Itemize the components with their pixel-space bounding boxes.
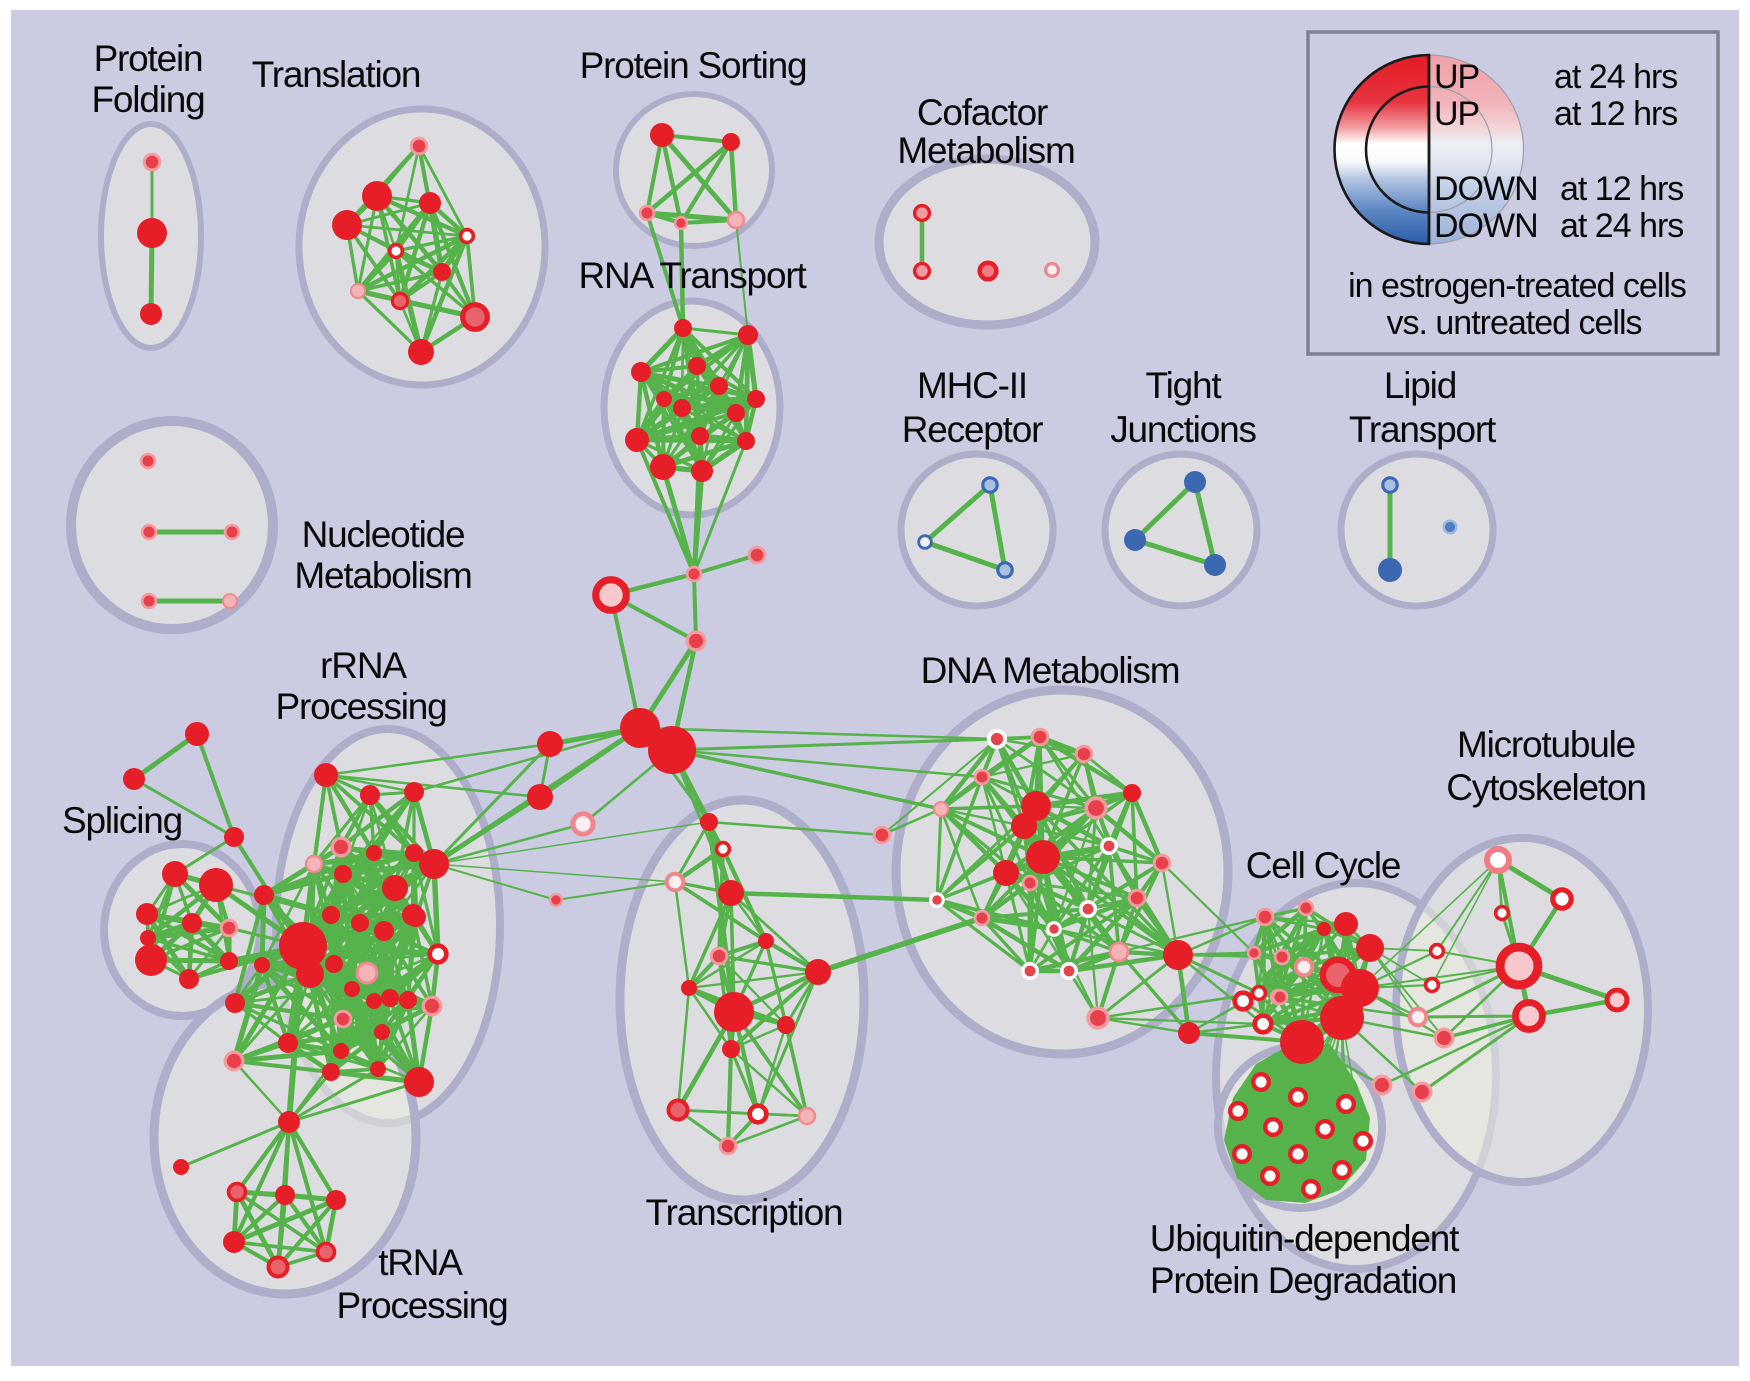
svg-text:UP: UP (1434, 95, 1479, 133)
svg-text:Transcription: Transcription (646, 1192, 843, 1233)
svg-text:Folding: Folding (92, 79, 205, 120)
svg-text:Ubiquitin-dependent: Ubiquitin-dependent (1150, 1218, 1460, 1259)
svg-text:at 12 hrs: at 12 hrs (1554, 95, 1677, 133)
svg-text:UP: UP (1434, 58, 1479, 96)
svg-text:MHC-II: MHC-II (917, 365, 1027, 406)
svg-text:Metabolism: Metabolism (294, 555, 471, 596)
svg-text:Splicing: Splicing (62, 800, 182, 841)
svg-text:Nucleotide: Nucleotide (302, 514, 465, 555)
svg-text:Processing: Processing (336, 1285, 507, 1326)
svg-text:DNA Metabolism: DNA Metabolism (921, 650, 1180, 691)
svg-text:Microtubule: Microtubule (1457, 724, 1635, 765)
svg-text:Protein Sorting: Protein Sorting (580, 45, 807, 86)
svg-text:at 24 hrs: at 24 hrs (1560, 207, 1683, 245)
svg-text:Receptor: Receptor (902, 409, 1043, 450)
svg-text:Protein: Protein (94, 38, 203, 79)
svg-text:Processing: Processing (275, 686, 446, 727)
svg-text:tRNA: tRNA (378, 1242, 463, 1283)
svg-text:Cell Cycle: Cell Cycle (1246, 845, 1401, 886)
svg-text:Translation: Translation (252, 54, 420, 95)
svg-text:rRNA: rRNA (320, 645, 407, 686)
svg-text:DOWN: DOWN (1434, 170, 1538, 208)
svg-text:RNA Transport: RNA Transport (578, 255, 807, 296)
svg-text:in estrogen-treated cells: in estrogen-treated cells (1348, 267, 1686, 305)
svg-text:Lipid: Lipid (1384, 365, 1456, 406)
svg-text:Junctions: Junctions (1110, 409, 1256, 450)
svg-text:at 24 hrs: at 24 hrs (1554, 58, 1677, 96)
svg-text:vs. untreated cells: vs. untreated cells (1386, 304, 1641, 342)
svg-text:Transport: Transport (1349, 409, 1497, 450)
svg-text:Tight: Tight (1146, 365, 1223, 406)
svg-text:Metabolism: Metabolism (897, 130, 1074, 171)
svg-text:DOWN: DOWN (1434, 207, 1538, 245)
svg-text:Cofactor: Cofactor (917, 92, 1048, 133)
svg-text:at 12 hrs: at 12 hrs (1560, 170, 1683, 208)
svg-text:Cytoskeleton: Cytoskeleton (1446, 767, 1646, 808)
svg-text:Protein Degradation: Protein Degradation (1150, 1260, 1456, 1301)
